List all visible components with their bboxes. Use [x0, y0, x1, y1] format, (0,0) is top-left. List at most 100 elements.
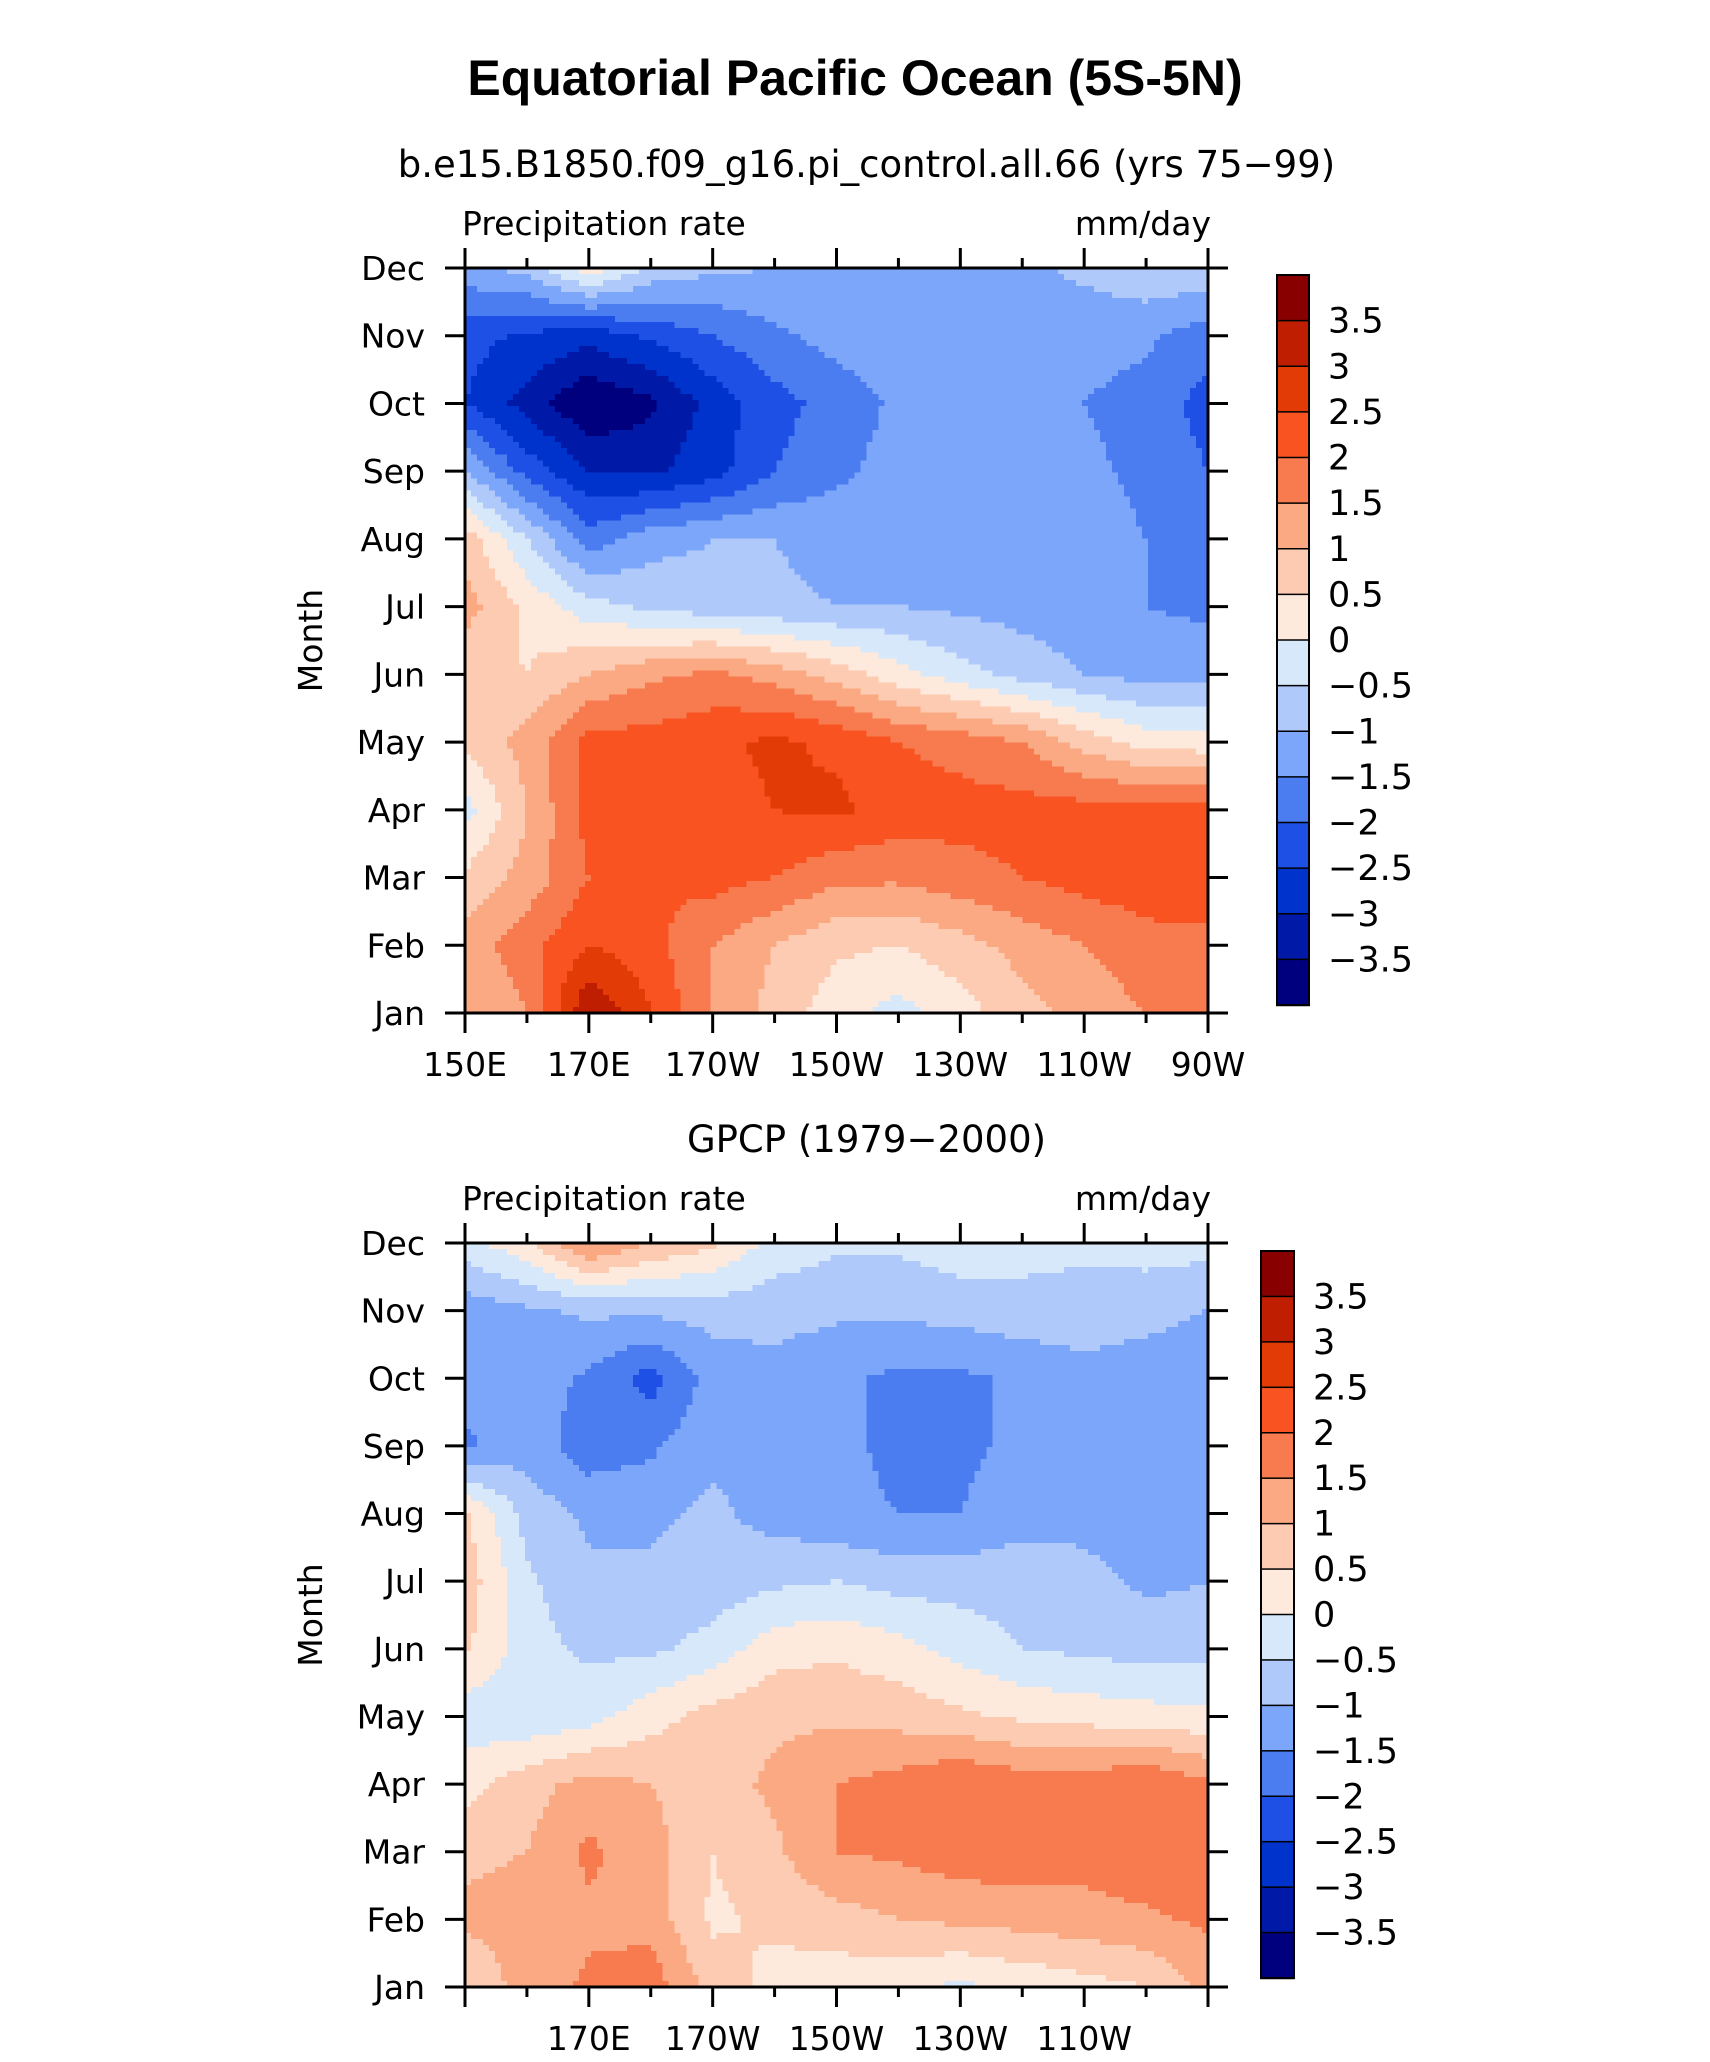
contour-cell: [591, 418, 598, 425]
contour-cell: [1004, 298, 1011, 305]
contour-cell: [1106, 400, 1113, 407]
contour-cell: [1172, 412, 1179, 419]
contour-cell: [920, 370, 927, 377]
contour-cell: [777, 322, 784, 329]
contour-cell: [765, 466, 772, 473]
contour-cell: [717, 358, 724, 365]
contour-cell: [860, 412, 867, 419]
contour-cell: [1010, 376, 1017, 383]
contour-cell: [1160, 370, 1167, 377]
contour-cell: [489, 340, 496, 347]
contour-cell: [687, 298, 694, 305]
contour-cell: [699, 454, 706, 461]
contour-cell: [777, 304, 784, 311]
contour-cell: [543, 502, 550, 509]
contour-cell: [525, 490, 532, 497]
contour-cell: [998, 484, 1005, 491]
contour-cell: [1148, 418, 1155, 425]
contour-cell: [950, 460, 957, 467]
contour-cell: [842, 490, 849, 497]
contour-cell: [1034, 286, 1041, 293]
contour-cell: [747, 418, 754, 425]
contour-cell: [1142, 490, 1149, 497]
contour-cell: [1094, 370, 1101, 377]
contour-cell: [1154, 388, 1161, 395]
contour-cell: [1046, 436, 1053, 443]
contour-cell: [801, 298, 808, 305]
contour-cell: [747, 448, 754, 455]
contour-cell: [807, 346, 814, 353]
contour-cell: [759, 448, 766, 455]
contour-cell: [495, 364, 502, 371]
contour-cell: [968, 358, 975, 365]
contour-cell: [932, 442, 939, 449]
contour-cell: [926, 496, 933, 503]
contour-cell: [992, 472, 999, 479]
contour-cell: [525, 298, 532, 305]
contour-cell: [1148, 340, 1155, 347]
contour-cell: [890, 448, 897, 455]
contour-cell: [699, 424, 706, 431]
contour-cell: [699, 370, 706, 377]
contour-cell: [1172, 448, 1179, 455]
contour-cell: [974, 430, 981, 437]
contour-cell: [663, 346, 670, 353]
contour-cell: [1106, 322, 1113, 329]
contour-cell: [848, 304, 855, 311]
contour-cell: [1070, 358, 1077, 365]
contour-cell: [591, 448, 598, 455]
contour-cell: [693, 286, 700, 293]
contour-cell: [753, 316, 760, 323]
contour-cell: [1184, 472, 1191, 479]
contour-cell: [573, 358, 580, 365]
contour-cell: [1070, 400, 1077, 407]
contour-cell: [968, 364, 975, 371]
contour-cell: [986, 280, 993, 287]
contour-cell: [1004, 418, 1011, 425]
contour-cell: [717, 340, 724, 347]
contour-cell: [681, 484, 688, 491]
contour-cell: [1028, 310, 1035, 317]
contour-cell: [872, 496, 879, 503]
contour-cell: [932, 472, 939, 479]
contour-cell: [759, 436, 766, 443]
contour-cell: [831, 460, 838, 467]
contour-cell: [789, 430, 796, 437]
contour-cell: [938, 376, 945, 383]
contour-cell: [1172, 340, 1179, 347]
contour-cell: [741, 352, 748, 359]
contour-cell: [525, 394, 532, 401]
contour-cell: [759, 406, 766, 413]
contour-cell: [825, 364, 832, 371]
contour-cell: [1082, 430, 1089, 437]
contour-cell: [920, 286, 927, 293]
contour-cell: [1082, 334, 1089, 341]
contour-cell: [717, 388, 724, 395]
contour-cell: [866, 406, 873, 413]
contour-cell: [1100, 436, 1107, 443]
contour-cell: [932, 394, 939, 401]
contour-cell: [1004, 484, 1011, 491]
contour-cell: [842, 370, 849, 377]
contour-cell: [1172, 484, 1179, 491]
contour-cell: [639, 346, 646, 353]
contour-cell: [711, 502, 718, 509]
contour-cell: [920, 454, 927, 461]
contour-cell: [507, 394, 514, 401]
contour-cell: [1076, 436, 1083, 443]
contour-cell: [896, 490, 903, 497]
contour-cell: [1166, 430, 1173, 437]
contour-cell: [1148, 472, 1155, 479]
contour-cell: [962, 394, 969, 401]
contour-cell: [1130, 478, 1137, 485]
contour-cell: [1088, 436, 1095, 443]
contour-cell: [801, 280, 808, 287]
contour-cell: [693, 448, 700, 455]
contour-cell: [968, 448, 975, 455]
contour-cell: [603, 418, 610, 425]
contour-cell: [890, 328, 897, 335]
contour-cell: [1196, 466, 1203, 473]
contour-cell: [1142, 436, 1149, 443]
contour-cell: [890, 454, 897, 461]
contour-cell: [507, 292, 514, 299]
